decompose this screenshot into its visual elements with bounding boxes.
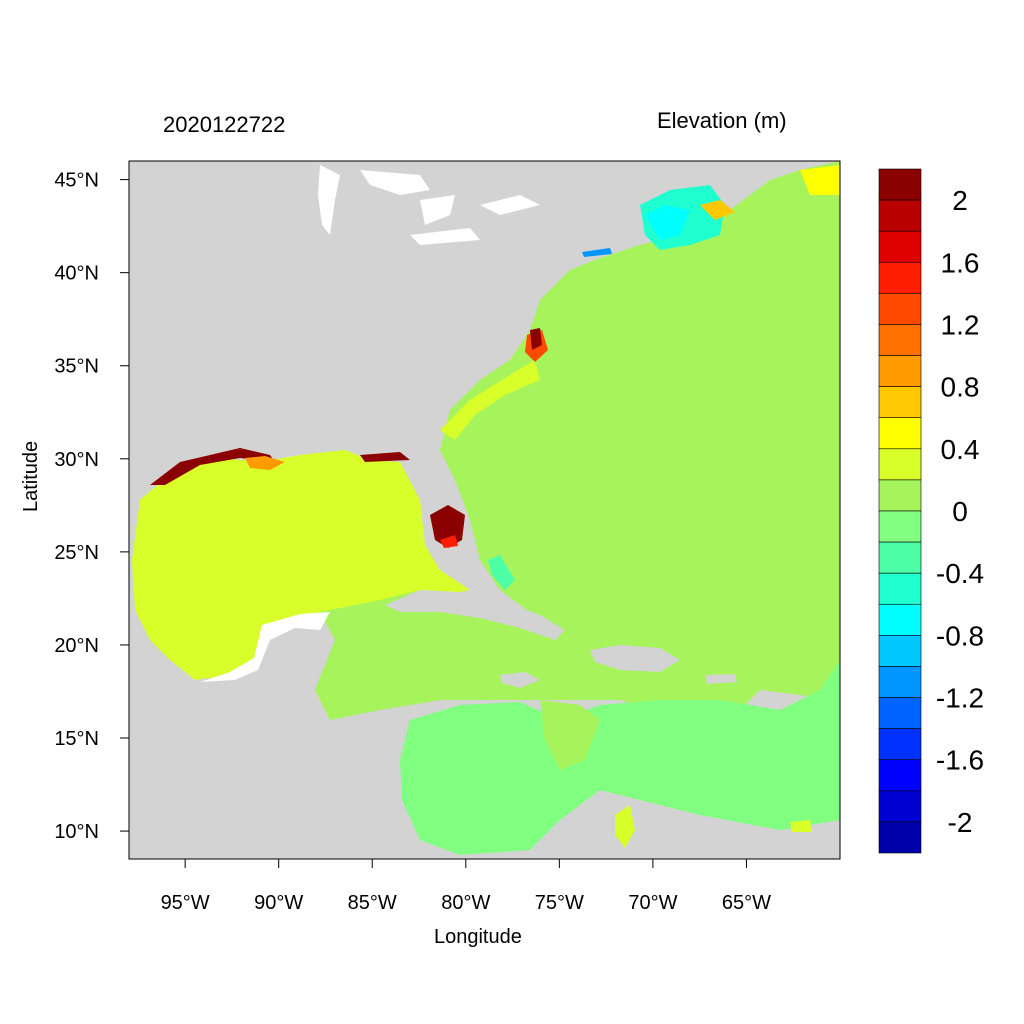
colorbar-swatch (879, 356, 921, 387)
colorbar-swatch (879, 231, 921, 262)
lat-tick-label: 45°N (54, 170, 99, 192)
colorbar-swatch (879, 791, 921, 822)
colorbar-swatch (879, 293, 921, 324)
colorbar-swatch (879, 760, 921, 791)
lon-tick-label: 95°W (161, 892, 210, 914)
colorbar-label: -2 (948, 807, 973, 838)
colorbar-swatch (879, 387, 921, 418)
lon-axis: 95°W 90°W 85°W 80°W 75°W 70°W 65°W (161, 859, 772, 914)
colorbar-swatch (879, 480, 921, 511)
lat-tick-label: 30°N (54, 449, 99, 471)
lat-tick-label: 20°N (54, 635, 99, 657)
variable-label: Elevation (m) (657, 108, 787, 134)
colorbar-swatch (879, 324, 921, 355)
x-axis-title: Longitude (434, 926, 522, 949)
lon-tick-label: 80°W (441, 892, 490, 914)
colorbar-swatch (879, 666, 921, 697)
colorbar-swatch (879, 604, 921, 635)
colorbar-label: -0.4 (936, 558, 984, 589)
colorbar-label: 0.8 (941, 372, 980, 403)
colorbar-swatch (879, 729, 921, 760)
map-plot (129, 161, 840, 859)
colorbar-swatch (879, 635, 921, 666)
lat-axis: 45°N 40°N 35°N 30°N 25°N 20°N 15°N 10°N (54, 170, 129, 843)
colorbar: 2 1.6 1.2 0.8 0.4 0 -0.4 -0.8 -1.2 -1.6 -2 (879, 169, 984, 853)
colorbar-label: 1.6 (941, 247, 980, 278)
colorbar-swatch (879, 698, 921, 729)
colorbar-label: 2 (952, 185, 968, 216)
lon-tick-label: 70°W (628, 892, 677, 914)
colorbar-swatch (879, 200, 921, 231)
colorbar-swatch (879, 542, 921, 573)
colorbar-label: 0 (952, 496, 968, 527)
lon-tick-label: 90°W (254, 892, 303, 914)
trinidad-coast-high (790, 820, 812, 832)
colorbar-label: -1.2 (936, 683, 984, 714)
colorbar-label: -0.8 (936, 620, 984, 651)
lat-tick-label: 15°N (54, 728, 99, 750)
colorbar-swatch (879, 822, 921, 853)
lon-tick-label: 85°W (348, 892, 397, 914)
colorbar-swatch (879, 573, 921, 604)
lon-tick-label: 65°W (722, 892, 771, 914)
colorbar-swatch (879, 418, 921, 449)
colorbar-label: -1.6 (936, 745, 984, 776)
lat-tick-label: 35°N (54, 356, 99, 378)
lat-tick-label: 25°N (54, 542, 99, 564)
lat-tick-label: 10°N (54, 821, 99, 843)
lon-tick-label: 75°W (535, 892, 584, 914)
colorbar-swatch (879, 262, 921, 293)
colorbar-label: 0.4 (941, 434, 980, 465)
colorbar-label: 1.2 (941, 309, 980, 340)
colorbar-swatch (879, 449, 921, 480)
colorbar-swatch (879, 511, 921, 542)
colorbar-swatch (879, 169, 921, 200)
timestamp-label: 2020122722 (163, 112, 285, 138)
lat-tick-label: 40°N (54, 263, 99, 285)
y-axis-title: Latitude (20, 441, 43, 512)
